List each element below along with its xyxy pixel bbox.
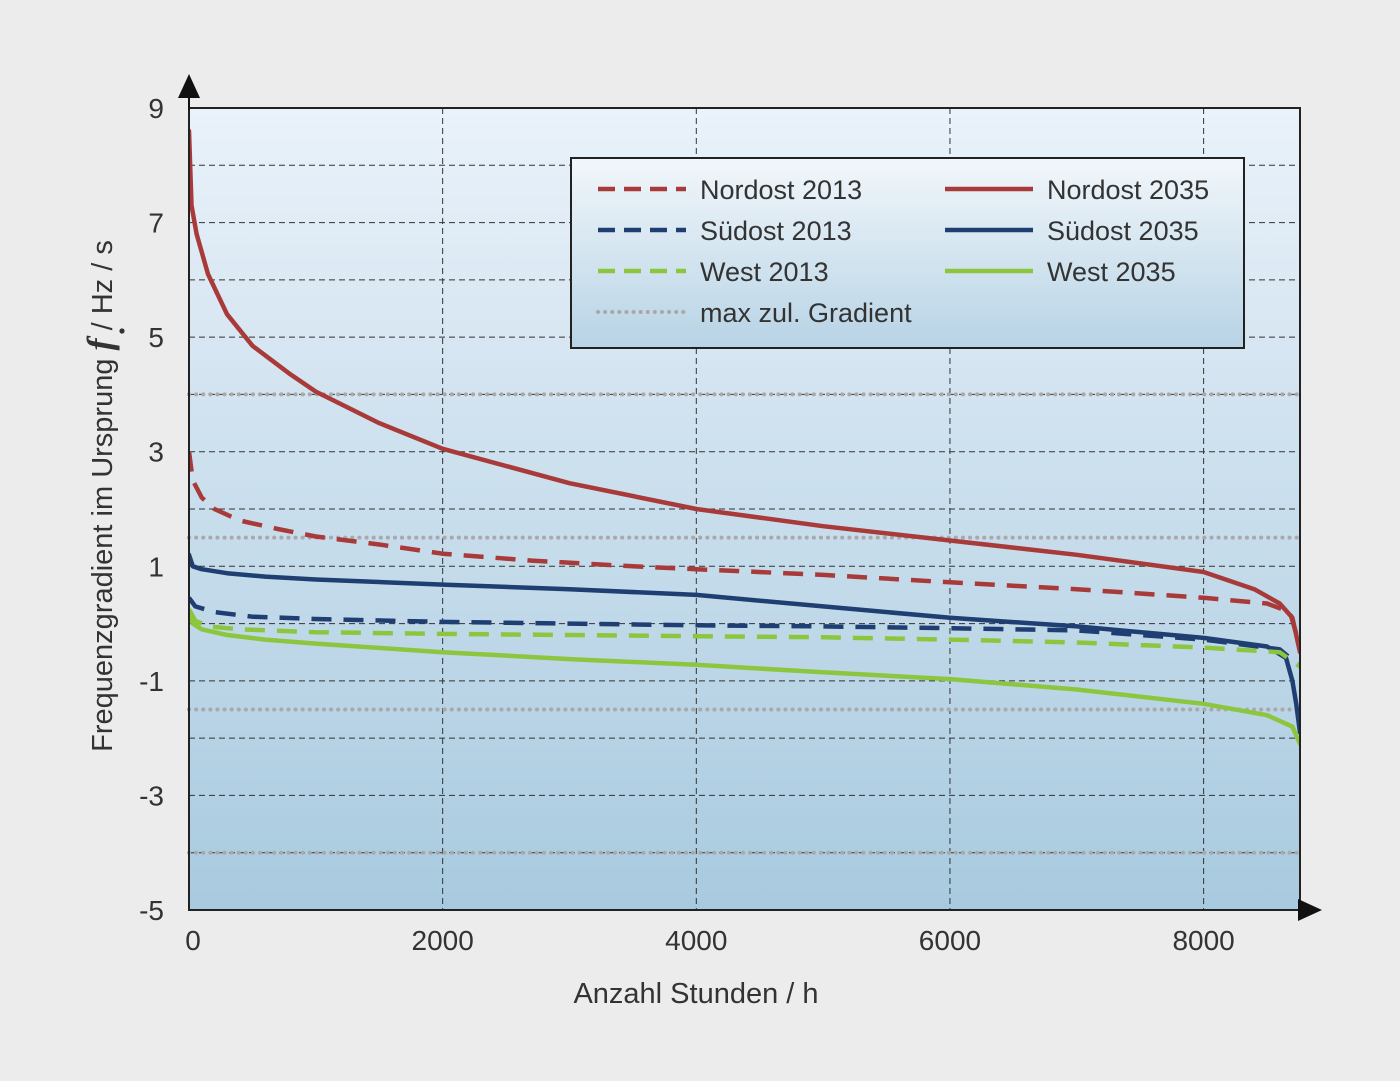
- legend-label-6: max zul. Gradient: [700, 298, 912, 328]
- legend-label-0: Nordost 2013: [700, 175, 862, 205]
- series-line-5: [189, 609, 1300, 747]
- y-tick-label-2: 5: [148, 322, 164, 353]
- y-tick-label-3: 3: [148, 437, 164, 468]
- x-tick-labels: 0 2000 4000 6000 8000: [185, 925, 1235, 956]
- series-line-0: [189, 451, 1300, 648]
- series-line-1: [189, 128, 1300, 655]
- legend-item-1: Nordost 2035: [945, 175, 1209, 205]
- x-tick-label-4: 8000: [1172, 925, 1234, 956]
- legend-item-5: West 2035: [945, 257, 1176, 287]
- y-axis-label-suffix: / Hz / s: [87, 240, 119, 338]
- legend-item-6: max zul. Gradient: [596, 298, 912, 328]
- y-tick-label-5: -1: [139, 666, 164, 697]
- x-tick-label-0: 0: [185, 925, 201, 956]
- x-tick-label-1: 2000: [412, 925, 474, 956]
- y-tick-label-7: -5: [139, 895, 164, 926]
- y-tick-label-6: -3: [139, 780, 164, 811]
- plot-frame: [188, 107, 1301, 911]
- legend-label-5: West 2035: [1047, 257, 1176, 287]
- legend-label-3: Südost 2035: [1047, 216, 1199, 246]
- legend-item-3: Südost 2035: [945, 216, 1199, 246]
- reference-lines: [187, 392, 1302, 855]
- legend-label-1: Nordost 2035: [1047, 175, 1209, 205]
- legend-item-2: Südost 2013: [598, 216, 852, 246]
- x-axis-label: Anzahl Stunden / h: [573, 978, 818, 1010]
- y-tick-label-0: 9: [148, 93, 164, 124]
- y-axis-label-dot: [119, 328, 125, 334]
- y-axis-label-prefix: Frequenzgradient im Ursprung: [87, 350, 119, 751]
- y-axis-label-symbol: f: [80, 335, 120, 350]
- series-line-4: [189, 608, 1300, 669]
- x-axis-arrow: [1298, 899, 1322, 921]
- x-tick-label-3: 6000: [919, 925, 981, 956]
- legend-item-4: West 2013: [598, 257, 829, 287]
- legend-label-2: Südost 2013: [700, 216, 852, 246]
- y-axis-arrow: [178, 74, 200, 98]
- y-tick-label-1: 7: [148, 208, 164, 239]
- y-tick-label-4: 1: [148, 551, 164, 582]
- x-tick-label-2: 4000: [665, 925, 727, 956]
- legend: Nordost 2013 Südost 2013 West 2013 max zul.…: [570, 157, 1245, 349]
- y-tick-labels: 9 7 5 3 1 -1 -3 -5: [139, 93, 164, 926]
- legend-item-0: Nordost 2013: [598, 175, 862, 205]
- series-line-3: [189, 552, 1300, 735]
- data-series: [189, 128, 1300, 747]
- y-axis-label: Frequenzgradient im Ursprung f / Hz / s: [80, 240, 120, 752]
- legend-label-4: West 2013: [700, 257, 829, 287]
